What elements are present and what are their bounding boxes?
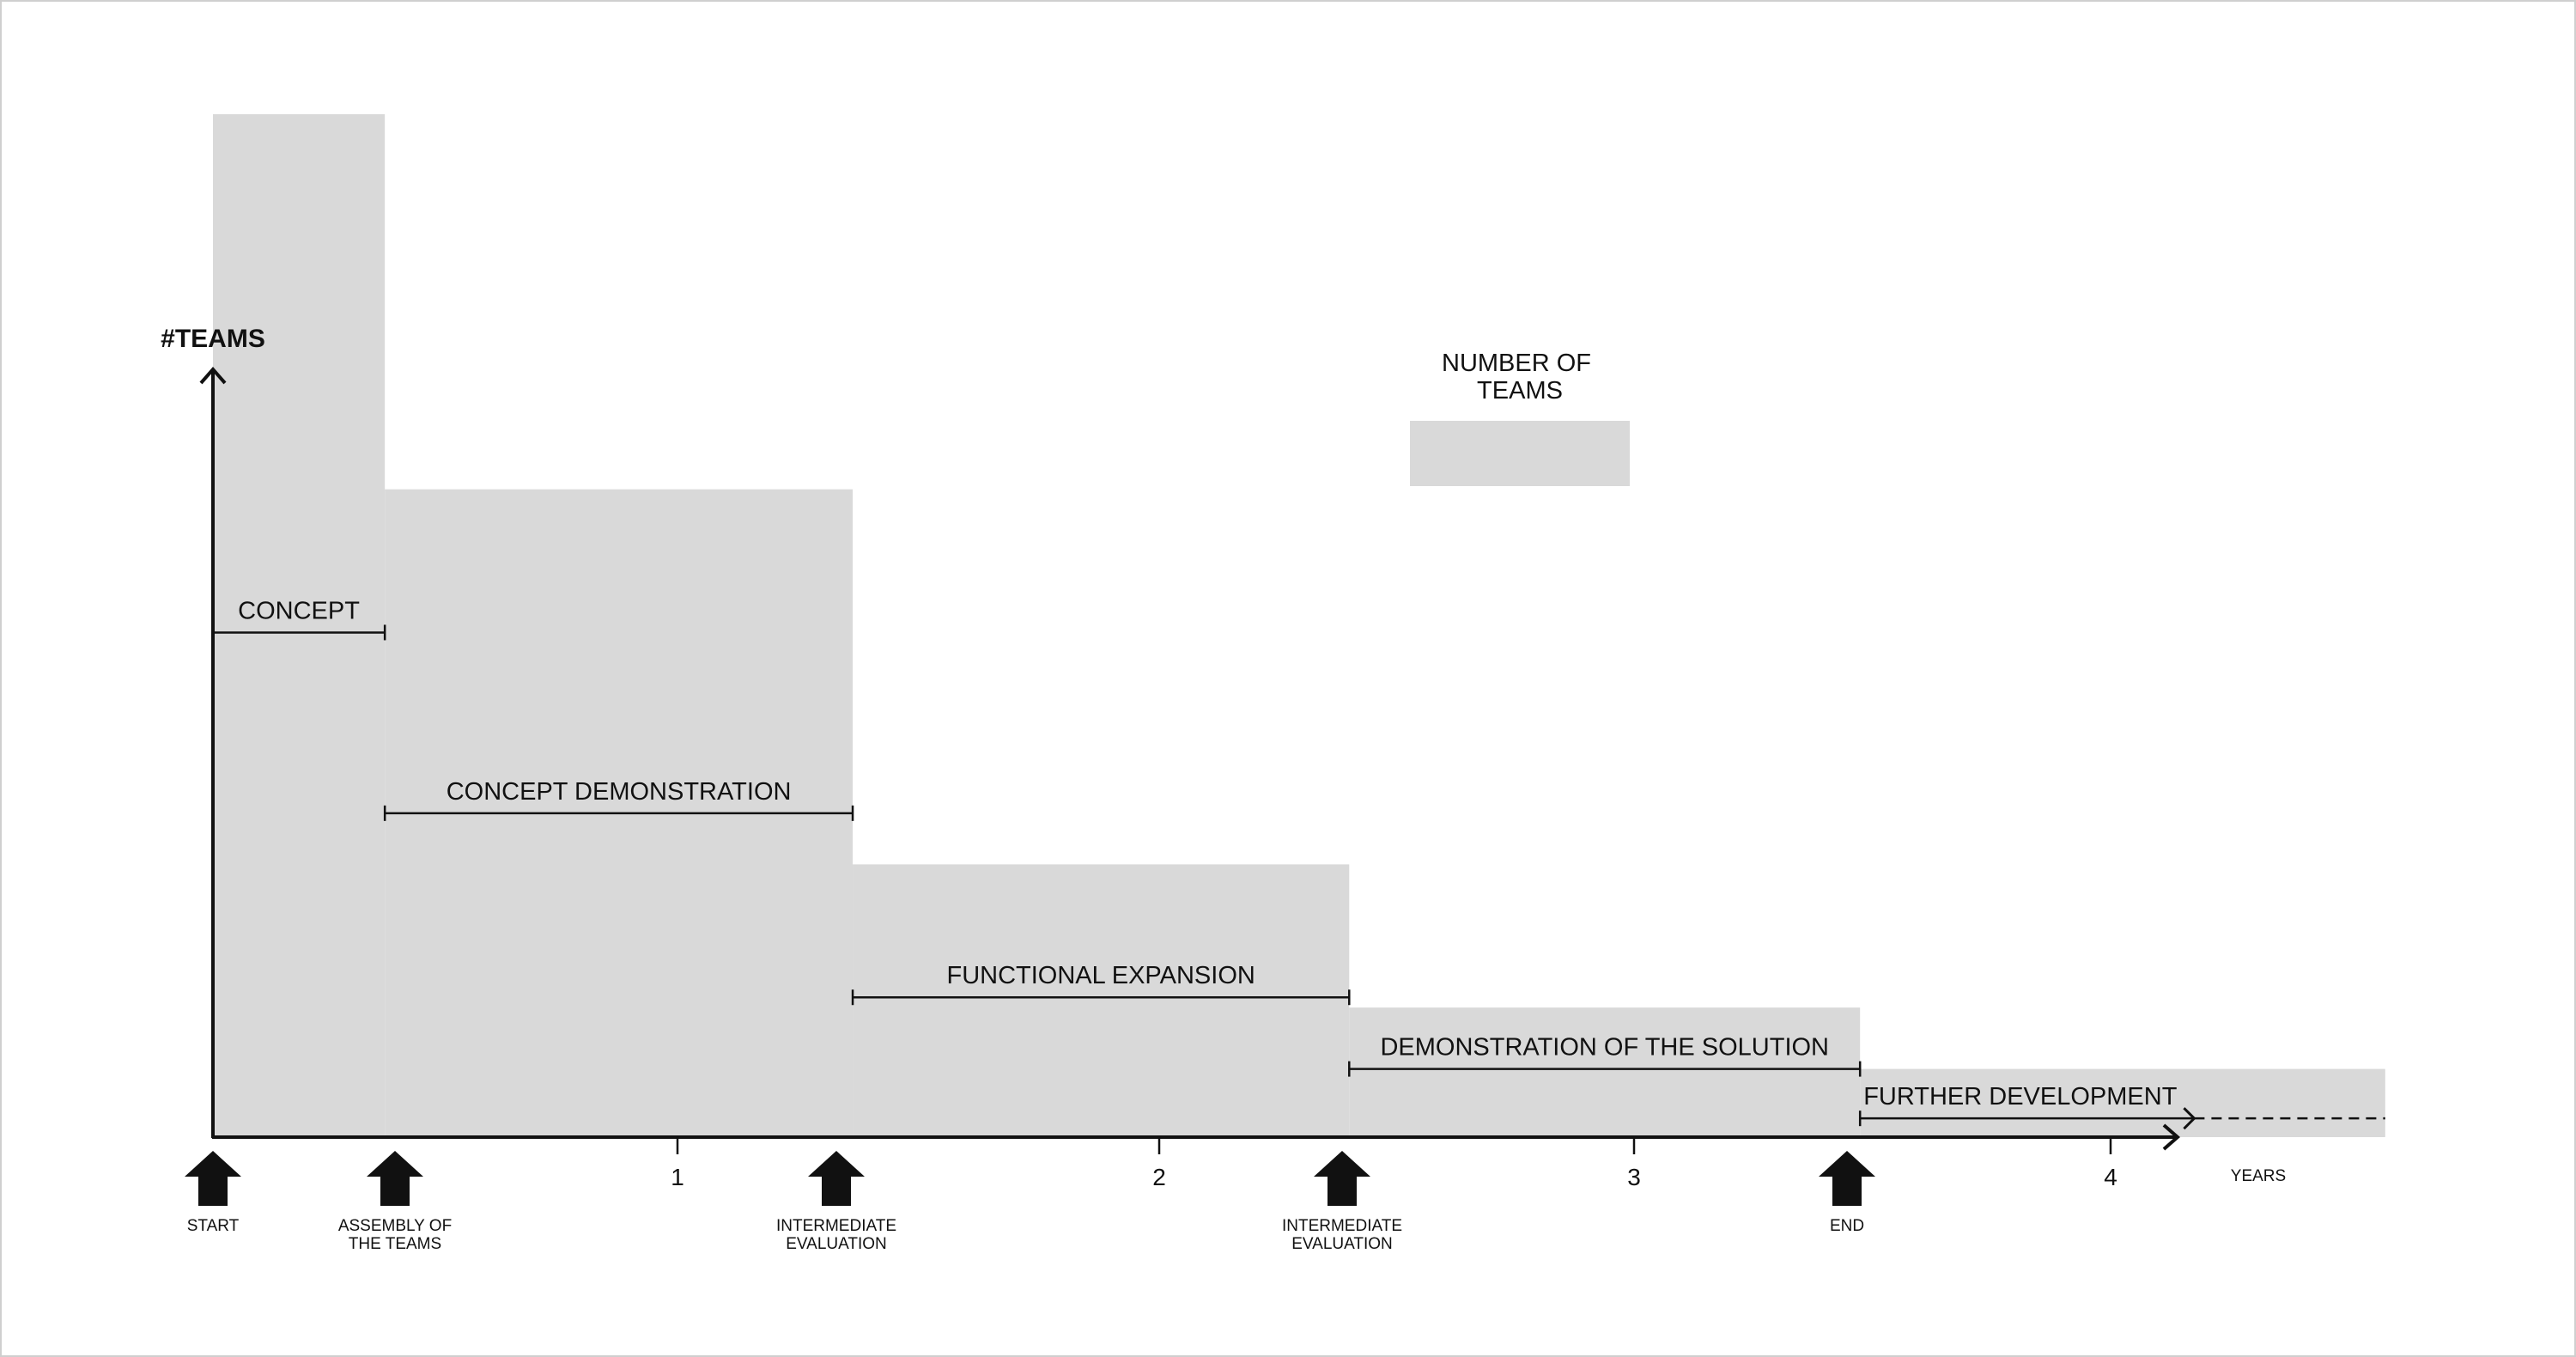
- milestone-label: THE TEAMS: [349, 1235, 441, 1253]
- milestone-label: EVALUATION: [786, 1235, 887, 1253]
- legend-swatch: [1410, 421, 1630, 486]
- milestone-label: EVALUATION: [1291, 1235, 1393, 1253]
- x-tick-label: 4: [2104, 1164, 2117, 1190]
- milestone-label: START: [187, 1217, 240, 1235]
- phase-spans: CONCEPT CONCEPT DEMONSTRATION FUNCTIONAL E…: [211, 597, 2385, 1130]
- x-tick-label: 3: [1627, 1164, 1641, 1190]
- x-tick-label: 1: [671, 1164, 684, 1190]
- x-axis-arrowhead: [2162, 1123, 2181, 1151]
- legend: NUMBER OF TEAMS: [1410, 350, 1630, 486]
- team-count-step: [853, 864, 1350, 1137]
- y-axis-arrowhead: [199, 366, 227, 385]
- phase-label: DEMONSTRATION OF THE SOLUTION: [1380, 1034, 1829, 1062]
- milestone-arrow-icon: [185, 1151, 241, 1206]
- legend-label: TEAMS: [1477, 377, 1563, 405]
- x-axis-label: YEARS: [2231, 1167, 2286, 1185]
- phase-span-arrowhead: [2183, 1107, 2196, 1130]
- team-count-step: [213, 114, 386, 1137]
- phase-label: FUNCTIONAL EXPANSION: [946, 962, 1255, 989]
- y-axis-label: #TEAMS: [161, 325, 265, 353]
- team-count-step: [1860, 1068, 2385, 1137]
- phase-label: FURTHER DEVELOPMENT: [1863, 1083, 2178, 1111]
- x-ticks: 1 2 3 4: [671, 1137, 2117, 1190]
- milestone-label: INTERMEDIATE: [1282, 1217, 1402, 1235]
- milestone-label: ASSEMBLY OF: [338, 1217, 452, 1235]
- milestone-label: INTERMEDIATE: [776, 1217, 896, 1235]
- legend-label: NUMBER OF: [1442, 350, 1591, 377]
- phase-label: CONCEPT: [238, 597, 360, 624]
- milestone-arrow-icon: [1819, 1151, 1875, 1206]
- phase-label: CONCEPT DEMONSTRATION: [447, 778, 792, 806]
- milestone-label: END: [1830, 1217, 1864, 1235]
- milestone-arrow-icon: [808, 1151, 865, 1206]
- milestone-arrow-icon: [367, 1151, 423, 1206]
- team-count-area: [213, 114, 2385, 1137]
- axes: #TEAMS YEARS: [161, 325, 2286, 1185]
- milestone-arrow-icon: [1314, 1151, 1370, 1206]
- x-tick-label: 2: [1152, 1164, 1166, 1190]
- team-count-step: [1349, 1007, 1861, 1137]
